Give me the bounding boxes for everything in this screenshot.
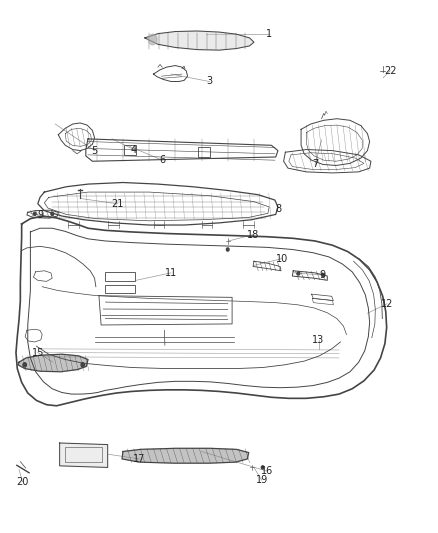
Circle shape [226, 248, 229, 251]
Text: 13: 13 [312, 335, 325, 345]
Polygon shape [122, 448, 249, 463]
Text: 16: 16 [261, 466, 273, 476]
Text: 15: 15 [32, 348, 44, 358]
Circle shape [321, 273, 324, 277]
Text: 18: 18 [247, 230, 259, 240]
Text: 9: 9 [38, 211, 44, 221]
Text: 1: 1 [266, 29, 272, 39]
Circle shape [51, 212, 53, 215]
Circle shape [81, 363, 85, 367]
Text: 10: 10 [276, 254, 289, 263]
Text: 9: 9 [319, 270, 325, 280]
Text: 4: 4 [131, 144, 137, 155]
Text: 5: 5 [92, 146, 98, 156]
Text: 6: 6 [159, 155, 165, 165]
Polygon shape [145, 31, 254, 50]
Bar [106, 272, 135, 281]
Polygon shape [60, 443, 108, 467]
Bar [65, 447, 102, 462]
Circle shape [297, 272, 300, 275]
Text: 11: 11 [165, 268, 177, 278]
Text: 7: 7 [312, 159, 318, 169]
Bar [106, 285, 135, 293]
Text: 20: 20 [16, 477, 29, 487]
Circle shape [261, 466, 264, 469]
Circle shape [148, 34, 157, 45]
Text: 12: 12 [381, 298, 393, 309]
Circle shape [33, 212, 36, 215]
Polygon shape [18, 354, 88, 372]
Text: 8: 8 [275, 204, 281, 214]
Text: 19: 19 [256, 475, 268, 485]
Text: 3: 3 [206, 77, 212, 86]
Text: 17: 17 [133, 454, 146, 464]
Circle shape [23, 363, 26, 367]
Text: 21: 21 [112, 199, 124, 209]
Text: 22: 22 [384, 66, 396, 76]
